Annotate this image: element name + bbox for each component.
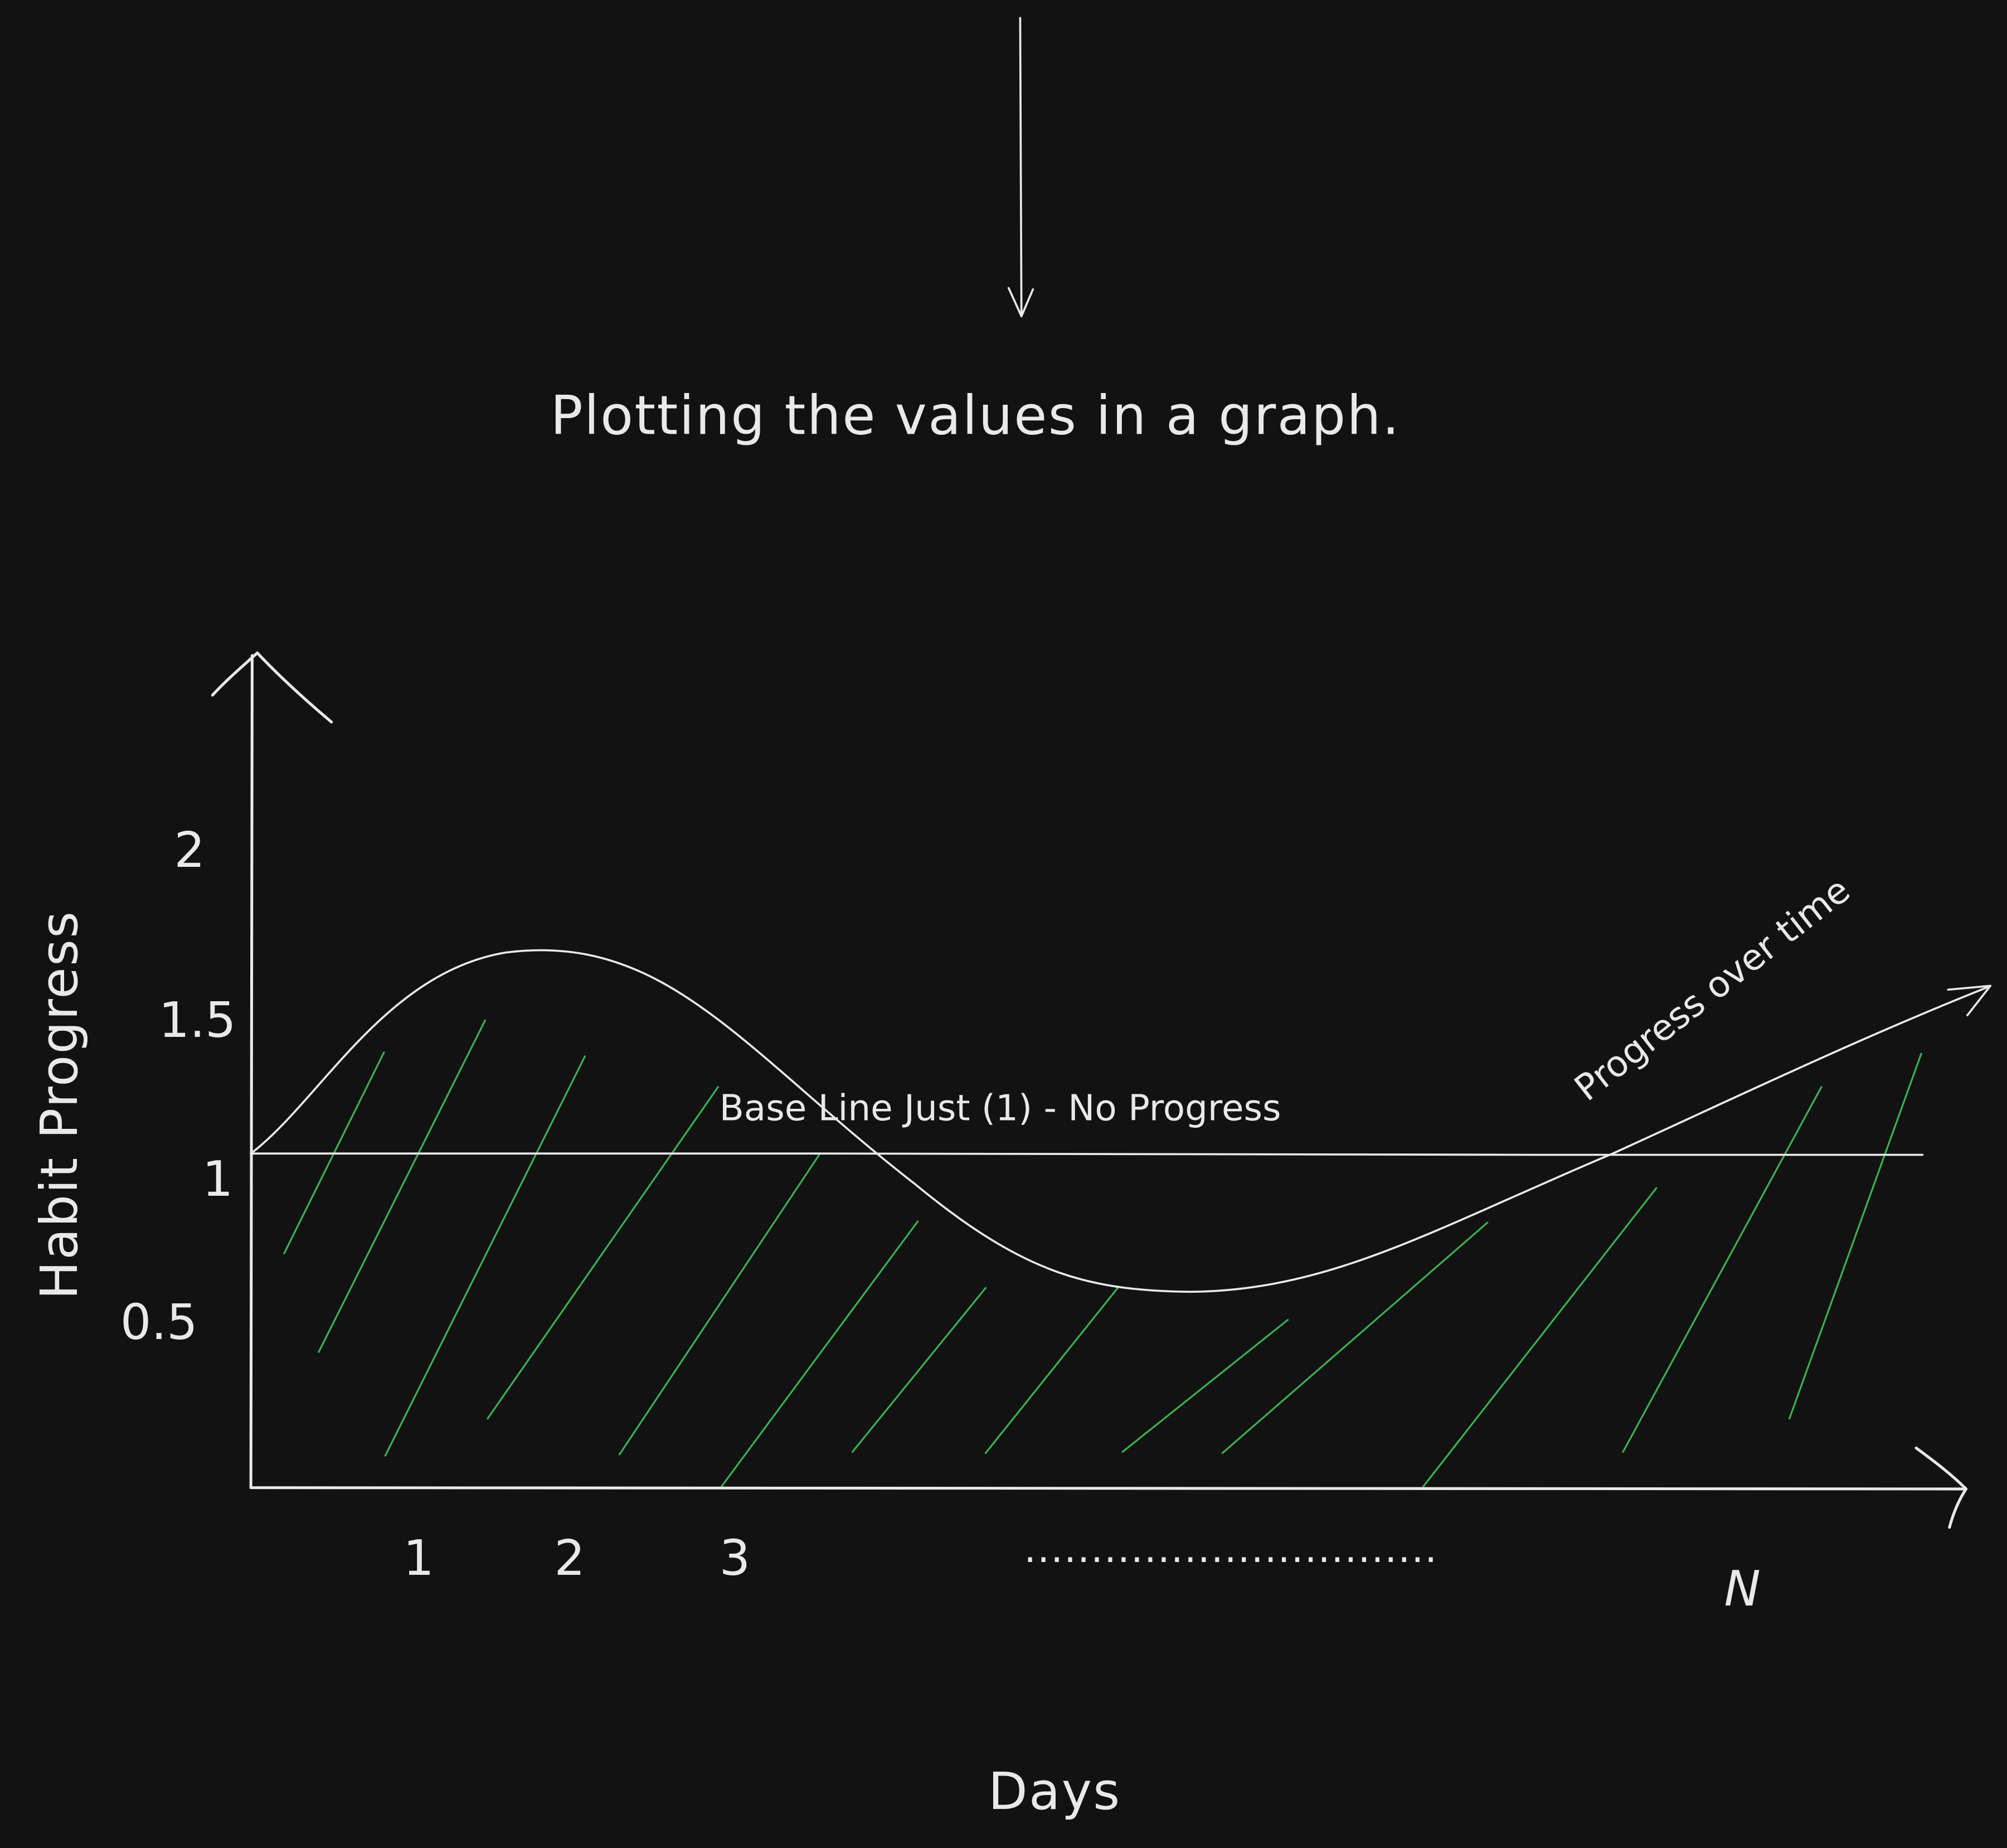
hatch-stroke bbox=[1622, 1086, 1823, 1453]
x-tick-label: N bbox=[1724, 1560, 1761, 1617]
y-tick-label: 0.5 bbox=[120, 1294, 198, 1351]
hatch-stroke bbox=[720, 1220, 919, 1489]
baseline-annotation: Base Line Just (1) - No Progress bbox=[719, 1087, 1281, 1129]
y-tick-label: 1.5 bbox=[158, 992, 236, 1049]
page-title: Plotting the values in a graph. bbox=[550, 384, 1401, 447]
x-axis bbox=[249, 1446, 1968, 1529]
hatch-stroke bbox=[487, 1086, 720, 1420]
hatch-stroke bbox=[618, 1153, 820, 1456]
hatch-stroke bbox=[984, 1286, 1120, 1454]
y-axis-title: Habit Progress bbox=[31, 910, 90, 1300]
y-tick-label: 2 bbox=[174, 822, 205, 879]
y-axis bbox=[211, 651, 333, 1490]
progress-curve bbox=[250, 949, 1989, 1293]
hatch-stroke bbox=[384, 1055, 586, 1457]
area-hatching bbox=[283, 1019, 1922, 1489]
x-tick-label: 2 bbox=[554, 1530, 585, 1587]
x-tick-label: 1 bbox=[403, 1530, 434, 1587]
x-axis-title: Days bbox=[988, 1763, 1121, 1822]
hatch-stroke bbox=[1789, 1052, 1922, 1420]
x-tick-ellipsis: ............................... bbox=[1024, 1527, 1439, 1573]
hatch-stroke bbox=[1121, 1319, 1289, 1453]
down-arrow-icon bbox=[1007, 17, 1034, 318]
x-tick-label: 3 bbox=[719, 1530, 751, 1587]
hatch-stroke bbox=[318, 1019, 487, 1353]
y-tick-label: 1 bbox=[202, 1151, 234, 1207]
hatch-stroke bbox=[1221, 1221, 1489, 1454]
hatch-stroke bbox=[851, 1287, 987, 1453]
trend-arrowhead bbox=[1947, 984, 1992, 1017]
hatch-stroke bbox=[1422, 1187, 1658, 1487]
baseline-line bbox=[250, 1152, 1924, 1156]
